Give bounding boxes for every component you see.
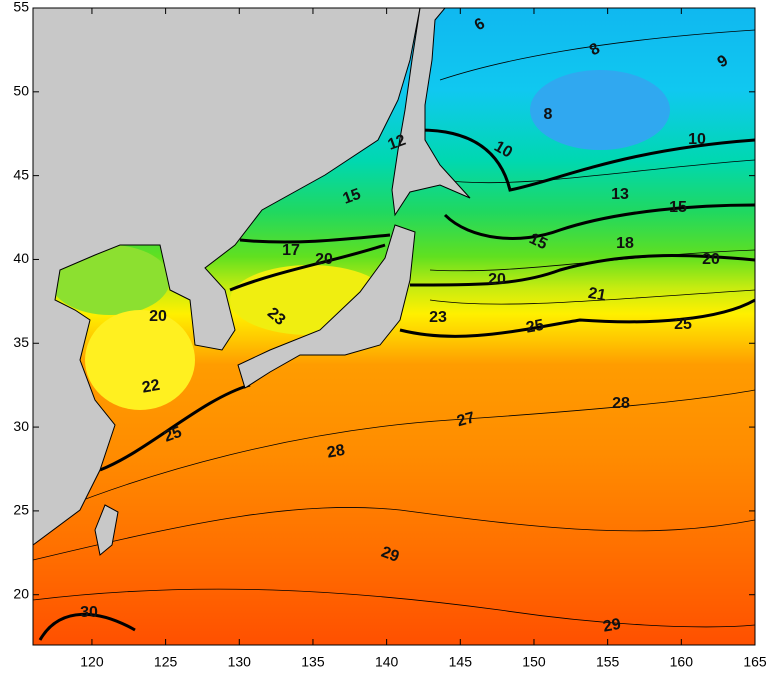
contour-label: 20 [702,251,720,268]
contour [33,588,755,628]
hokkaido-sakhalin [391,8,471,217]
x-tick-label: 155 [596,654,620,670]
contour-label: 29 [602,616,623,636]
y-tick-label: 50 [13,83,29,99]
contour-label: 21 [587,285,608,305]
contour-label: 8 [544,106,553,123]
x-tick-label: 130 [228,654,252,670]
x-tick-label: 125 [154,654,178,670]
contour [429,249,755,272]
x-tick-label: 150 [522,654,546,670]
contour-label: 25 [162,424,185,446]
axes: 120 125 130 135 140 145 150 155 160 165 20 25 30 35 40… [13,0,766,670]
contour-bold [239,233,391,244]
contour-bold [38,612,136,641]
land [33,8,471,556]
x-tick-label: 160 [670,654,694,670]
contour [429,289,755,305]
contour-bold [443,203,755,240]
contour-label: 28 [326,442,347,462]
y-tick-label: 25 [13,502,29,518]
contour-label: 29 [379,544,402,566]
contour-label: 15 [526,230,549,253]
contour-label: 18 [616,235,634,252]
contour-label: 27 [455,409,477,430]
x-tick-label: 145 [449,654,473,670]
contour-bold [229,243,386,292]
bohai-sea [50,245,170,315]
contour-label: 20 [315,251,333,268]
contour-label: 17 [282,242,300,259]
y-tick-label: 20 [13,585,29,601]
contour [33,507,755,561]
contour-label: 28 [612,395,630,412]
contour-label: 10 [491,138,515,162]
contour-label: 30 [80,604,98,621]
contour-label: 25 [525,317,546,337]
y-tick-label: 40 [13,250,29,266]
x-tick-label: 120 [80,654,104,670]
contour-label: 13 [611,186,629,203]
contour-label: 15 [341,186,364,208]
x-tick-label: 140 [375,654,399,670]
y-tick-label: 55 [13,0,29,15]
contour-label: 20 [149,308,167,325]
contour-label: 12 [386,132,409,154]
contour-bold [399,298,755,338]
contour-bold [409,254,755,287]
contour-label: 22 [141,377,162,397]
y-tick-label: 30 [13,418,29,434]
y-tick-label: 45 [13,166,29,182]
honshu [237,224,416,389]
contour-label: 25 [674,316,692,333]
asia-mainland [33,8,421,546]
contour-label: 23 [429,309,447,326]
contour-bold [419,128,755,192]
contour-label: 15 [669,199,687,216]
contour [439,159,755,184]
map-frame [32,7,756,646]
x-tick-label: 135 [301,654,325,670]
contour-label: 10 [688,131,706,148]
taiwan [94,504,119,556]
contour-bold [99,383,251,472]
contour [439,29,755,81]
y-tick-label: 35 [13,334,29,350]
contour-label: 20 [488,271,506,288]
x-tick-label: 165 [743,654,767,670]
contour [33,389,755,521]
yellow-sea [85,310,195,410]
cold-pool [530,70,670,150]
